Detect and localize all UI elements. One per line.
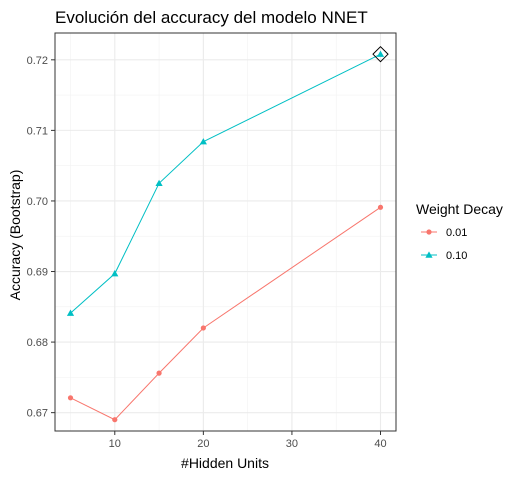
- data-point-0-10: [376, 50, 385, 57]
- major-grid: [55, 33, 396, 431]
- plot-area: [54, 32, 397, 432]
- data-point-0-01: [67, 395, 74, 401]
- data-point-0-01: [200, 325, 206, 331]
- chart-title: Evolución del accuracy del modelo NNET: [55, 8, 368, 27]
- best-model-highlight: [372, 45, 389, 63]
- data-point-0-01: [112, 417, 118, 423]
- plot-border: [54, 32, 397, 432]
- data-point-0-01: [377, 204, 384, 210]
- y-tick-label: 0.68: [27, 337, 48, 349]
- legend-items: 0.01 0.10: [421, 227, 467, 262]
- legend-label-0-01: 0.01: [446, 227, 467, 239]
- y-tick-label: 0.72: [27, 55, 48, 67]
- plot-panel: [55, 33, 396, 431]
- data-point-0-01: [156, 370, 162, 376]
- y-tick-label: 0.70: [27, 196, 48, 208]
- y-tick-label: 0.69: [27, 267, 48, 279]
- data-point-0-10: [199, 138, 207, 145]
- series-points: [66, 50, 385, 423]
- y-tick-label: 0.67: [27, 408, 48, 420]
- data-point-0-10: [66, 309, 75, 316]
- data-point-0-10: [155, 179, 163, 187]
- y-axis-title: Accuracy (Bootstrap): [7, 170, 23, 301]
- y-axis-ticks: 0.67 0.68 0.69 0.70 0.71 0.72: [27, 55, 55, 420]
- x-tick-label: 20: [197, 438, 209, 450]
- x-tick-label: 10: [109, 438, 121, 450]
- legend-key-marker-0-01: [426, 229, 432, 235]
- legend-title: Weight Decay: [416, 201, 503, 217]
- x-axis-title: #Hidden Units: [181, 455, 269, 471]
- legend: Weight Decay 0.01 0.10: [416, 201, 503, 262]
- legend-key-marker-0-10: [425, 251, 433, 258]
- y-tick-label: 0.71: [27, 125, 48, 137]
- legend-label-0-10: 0.10: [446, 250, 467, 262]
- data-point-0-10: [111, 270, 119, 277]
- x-tick-label: 30: [286, 438, 298, 450]
- x-tick-label: 40: [374, 438, 386, 450]
- minor-grid: [55, 33, 396, 431]
- highlight-diamond: [372, 45, 389, 63]
- x-axis-ticks: 10 20 30 40: [109, 431, 387, 450]
